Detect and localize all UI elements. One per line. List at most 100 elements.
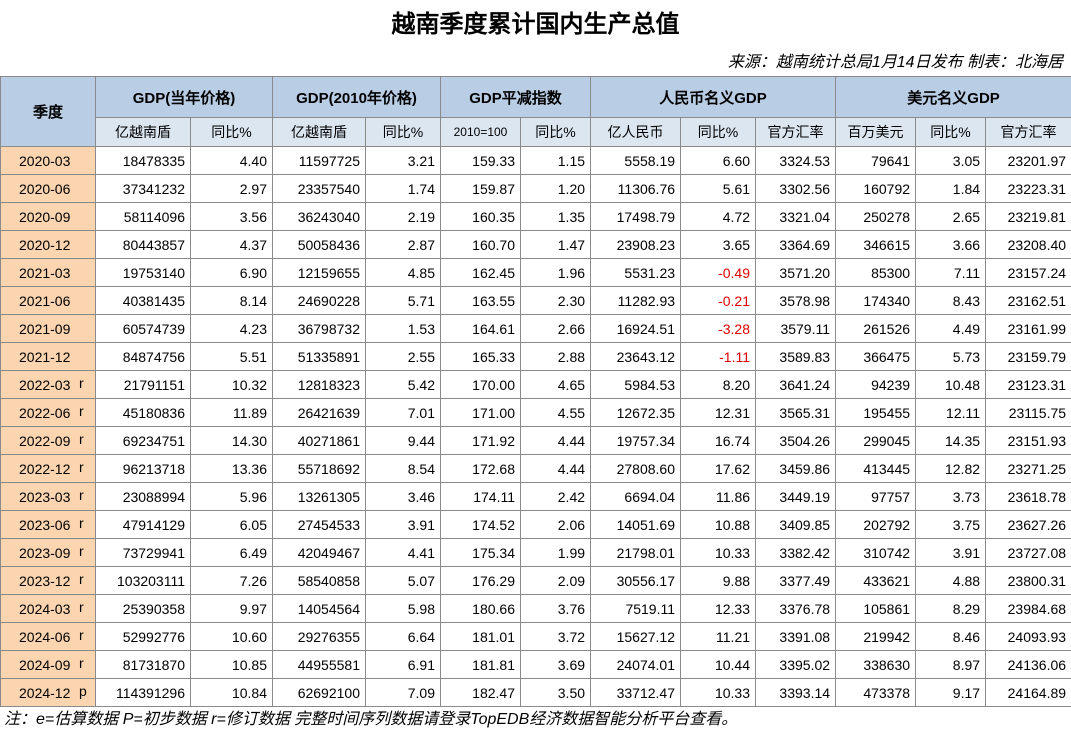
value-cell: 19757.34 bbox=[590, 426, 682, 455]
revision-flag: r bbox=[79, 655, 84, 671]
value-cell: 23123.31 bbox=[985, 370, 1071, 399]
value-cell: 3395.02 bbox=[755, 650, 837, 679]
value-cell: 58114096 bbox=[95, 202, 191, 231]
value-cell: 8.14 bbox=[190, 286, 273, 315]
group-header: 美元名义GDP bbox=[835, 76, 1071, 118]
quarter-cell: 2022-03 r bbox=[0, 370, 96, 399]
value-cell: 62692100 bbox=[272, 678, 366, 707]
value-cell: 3321.04 bbox=[755, 202, 837, 231]
quarter: 2022-03 bbox=[19, 376, 71, 393]
value-cell: 5.96 bbox=[190, 482, 273, 511]
value-cell: 14051.69 bbox=[590, 510, 682, 539]
value-cell: 44955581 bbox=[272, 650, 366, 679]
value-cell: 8.97 bbox=[915, 650, 987, 679]
value-cell: 3.91 bbox=[365, 510, 441, 539]
value-cell: 21791151 bbox=[95, 370, 191, 399]
quarter-cell: 2023-06 r bbox=[0, 510, 96, 539]
quarter: 2020-09 bbox=[19, 208, 71, 225]
value-cell: 2.19 bbox=[365, 202, 441, 231]
value-cell: 18478335 bbox=[95, 146, 191, 175]
value-cell: 16.74 bbox=[680, 426, 757, 455]
value-cell: 4.55 bbox=[519, 398, 592, 427]
quarter-cell: 2020-12 bbox=[0, 230, 96, 259]
quarter-cell: 2021-09 bbox=[0, 314, 96, 343]
value-cell: 47914129 bbox=[95, 510, 191, 539]
value-cell: 4.85 bbox=[365, 258, 441, 287]
value-cell: 6.90 bbox=[190, 258, 273, 287]
value-cell: 85300 bbox=[835, 258, 917, 287]
data-row: 2022-06 r 45180836 11.89 26421639 7.01 171.00 4… bbox=[0, 398, 1071, 427]
revision-flag: r bbox=[79, 515, 84, 531]
quarter: 2023-09 bbox=[19, 544, 71, 561]
value-cell: 5.42 bbox=[365, 370, 441, 399]
value-cell: 433621 bbox=[835, 566, 917, 595]
value-cell: 3641.24 bbox=[755, 370, 837, 399]
value-cell: 23088994 bbox=[95, 482, 191, 511]
value-cell: 5984.53 bbox=[590, 370, 682, 399]
value-cell: 1.99 bbox=[519, 538, 592, 567]
value-cell: 163.55 bbox=[440, 286, 521, 315]
value-cell: 5.51 bbox=[190, 342, 273, 371]
quarter-cell: 2021-12 bbox=[0, 342, 96, 371]
value-cell: 97757 bbox=[835, 482, 917, 511]
value-cell: 3578.98 bbox=[755, 286, 837, 315]
value-cell: 11282.93 bbox=[590, 286, 682, 315]
value-cell: 2.42 bbox=[519, 482, 592, 511]
value-cell: 3.91 bbox=[915, 538, 987, 567]
value-cell: 27454533 bbox=[272, 510, 366, 539]
data-row: 2020-06 37341232 2.97 23357540 1.74 159.87 1.2… bbox=[0, 174, 1071, 203]
revision-flag: r bbox=[79, 599, 84, 615]
value-cell: 52992776 bbox=[95, 622, 191, 651]
value-cell: 50058436 bbox=[272, 230, 366, 259]
value-cell: 160.35 bbox=[440, 202, 521, 231]
source: 来源：越南统计总局1月14日发布 制表：北海居 bbox=[727, 54, 1063, 71]
value-cell: 6.64 bbox=[365, 622, 441, 651]
quarter-cell: 2024-12 p bbox=[0, 678, 96, 707]
value-cell: 45180836 bbox=[95, 398, 191, 427]
value-cell: 7.26 bbox=[190, 566, 273, 595]
value-cell: 17.62 bbox=[680, 454, 757, 483]
value-cell: 3449.19 bbox=[755, 482, 837, 511]
subheader: 百万美元 bbox=[835, 117, 917, 147]
quarter: 2020-03 bbox=[19, 152, 71, 169]
value-cell: 8.54 bbox=[365, 454, 441, 483]
data-row: 2024-12 p 114391296 10.84 62692100 7.09 182.47… bbox=[0, 678, 1071, 707]
value-cell: 2.97 bbox=[190, 174, 273, 203]
subheader-row: 亿越南盾 同比% 亿越南盾 同比% 2010=100 同比% 亿人民币 同比% 官方汇率 百万美元… bbox=[1, 117, 1071, 147]
value-cell: 8.29 bbox=[915, 594, 987, 623]
value-cell: 9.88 bbox=[680, 566, 757, 595]
value-cell: 10.85 bbox=[190, 650, 273, 679]
quarter: 2023-03 bbox=[19, 488, 71, 505]
revision-flag: r bbox=[79, 627, 84, 643]
value-cell: 5.71 bbox=[365, 286, 441, 315]
quarter: 2024-09 bbox=[19, 656, 71, 673]
revision-flag: r bbox=[79, 403, 84, 419]
value-cell: 60574739 bbox=[95, 314, 191, 343]
data-row: 2020-09 58114096 3.56 36243040 2.19 160.35 1.3… bbox=[0, 202, 1071, 231]
value-cell: 3.65 bbox=[680, 230, 757, 259]
value-cell: 10.33 bbox=[680, 538, 757, 567]
value-cell: 366475 bbox=[835, 342, 917, 371]
value-cell: 174.11 bbox=[440, 482, 521, 511]
value-cell: 170.00 bbox=[440, 370, 521, 399]
quarter-header: 季度 bbox=[0, 76, 96, 147]
value-cell: 3459.86 bbox=[755, 454, 837, 483]
value-cell: 162.45 bbox=[440, 258, 521, 287]
value-cell: 299045 bbox=[835, 426, 917, 455]
value-cell: 1.20 bbox=[519, 174, 592, 203]
value-cell: 15627.12 bbox=[590, 622, 682, 651]
value-cell: 174.52 bbox=[440, 510, 521, 539]
value-cell: 165.33 bbox=[440, 342, 521, 371]
value-cell: 7.09 bbox=[365, 678, 441, 707]
revision-flag: r bbox=[79, 571, 84, 587]
value-cell: 40271861 bbox=[272, 426, 366, 455]
value-cell: 23271.25 bbox=[985, 454, 1071, 483]
value-cell: 10.88 bbox=[680, 510, 757, 539]
value-cell: 7.01 bbox=[365, 398, 441, 427]
quarter: 2024-06 bbox=[19, 628, 71, 645]
value-cell: 261526 bbox=[835, 314, 917, 343]
value-cell: 3377.49 bbox=[755, 566, 837, 595]
value-cell: 4.49 bbox=[915, 314, 987, 343]
value-cell: 42049467 bbox=[272, 538, 366, 567]
value-cell: 14054564 bbox=[272, 594, 366, 623]
